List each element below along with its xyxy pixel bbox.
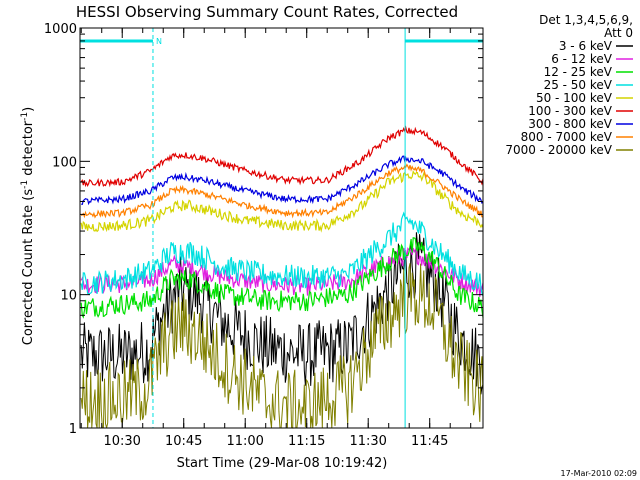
legend-label-4: 50 - 100 keV (536, 91, 613, 105)
series-line-3 (80, 211, 484, 297)
series-layer (80, 125, 484, 429)
y-axis-label: Corrected Count Rate (s-1 detector-1) (20, 107, 36, 345)
series-line-4 (80, 170, 484, 233)
x-tick-label-5: 11:45 (411, 434, 448, 449)
x-tick-label-2: 11:00 (226, 434, 263, 449)
overlay-layer: N (79, 28, 484, 428)
y-tick-label-1: 10 (60, 289, 77, 304)
y-tick-label-3: 1000 (44, 22, 77, 37)
x-tick-label-3: 11:15 (288, 434, 325, 449)
x-tick-label-1: 10:45 (165, 434, 202, 449)
y-tick-label-0: 1 (69, 422, 77, 437)
legend-label-1: 6 - 12 keV (551, 52, 613, 66)
y-tick-label-2: 100 (52, 155, 77, 170)
legend-label-5: 100 - 300 keV (528, 104, 612, 118)
attenuator-label: N (156, 37, 162, 46)
legend-header-detectors: Det 1,3,4,5,6,9, (539, 13, 633, 27)
series-line-6 (81, 155, 484, 206)
legend-label-7: 800 - 7000 keV (521, 130, 613, 144)
legend-label-6: 300 - 800 keV (528, 117, 612, 131)
x-tick-label-0: 10:30 (103, 434, 140, 449)
series-line-0 (80, 232, 484, 395)
svg-text:Corrected Count Rate (s-1 dete: Corrected Count Rate (s-1 detector-1) (20, 107, 36, 345)
timestamp: 17-Mar-2010 02:09 (561, 469, 638, 478)
legend-label-0: 3 - 6 keV (559, 39, 613, 53)
y-axis-label-exponent-2: -1 (20, 112, 30, 121)
series-line-8 (80, 263, 484, 429)
y-axis-label-end: ) (21, 107, 36, 112)
plot-frame (79, 27, 484, 429)
y-axis-label-main: Corrected Count Rate (s (21, 189, 36, 346)
y-axis-label-exponent-1: -1 (20, 180, 30, 189)
x-axis-label: Start Time (29-Mar-08 10:19:42) (177, 456, 388, 471)
legend-label-8: 7000 - 20000 keV (505, 143, 612, 157)
x-tick-label-4: 11:30 (349, 434, 386, 449)
series-line-7 (80, 163, 484, 219)
legend-label-3: 25 - 50 keV (544, 78, 613, 92)
y-axis-label-middle: detector (21, 120, 36, 180)
series-line-2 (80, 237, 484, 319)
axis-layer: 1 10 100 1000 10:30 10:45 11:00 11:15 11:30 11:45 (44, 22, 483, 449)
series-line-5 (80, 125, 484, 188)
legend-header-attenuator: Att 0 (604, 26, 633, 40)
legend-label-2: 12 - 25 keV (544, 65, 613, 79)
chart-title: HESSI Observing Summary Count Rates, Cor… (76, 3, 458, 21)
